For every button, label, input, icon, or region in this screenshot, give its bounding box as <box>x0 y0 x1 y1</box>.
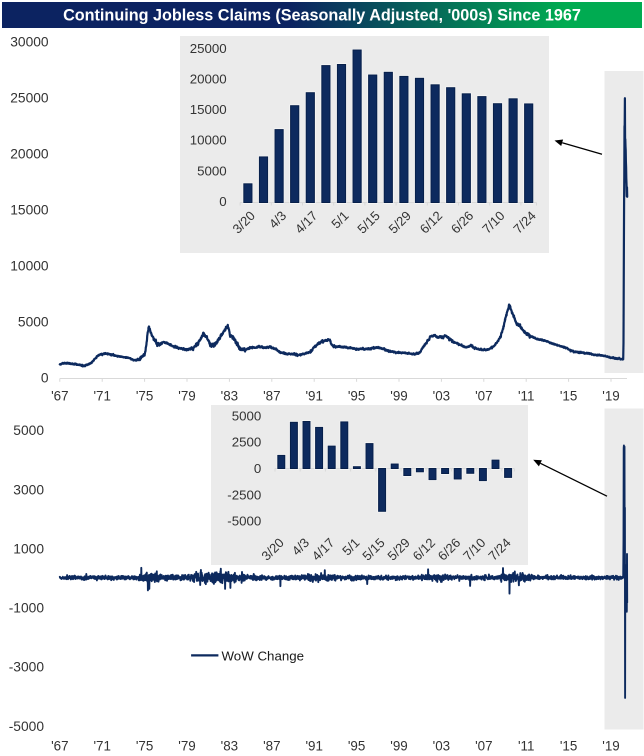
svg-text:'83: '83 <box>221 739 238 754</box>
svg-text:20000: 20000 <box>190 72 227 87</box>
svg-text:'95: '95 <box>348 739 365 754</box>
svg-text:'95: '95 <box>348 388 365 403</box>
svg-text:-3000: -3000 <box>9 660 45 675</box>
svg-text:2500: 2500 <box>232 435 262 450</box>
svg-text:5000: 5000 <box>18 315 49 330</box>
svg-text:30000: 30000 <box>10 35 49 50</box>
svg-text:'07: '07 <box>475 388 492 403</box>
svg-text:'15: '15 <box>560 739 577 754</box>
svg-text:'83: '83 <box>221 388 238 403</box>
svg-text:-1000: -1000 <box>9 601 45 616</box>
svg-text:25000: 25000 <box>190 41 227 56</box>
svg-text:-5000: -5000 <box>9 719 45 734</box>
svg-text:25000: 25000 <box>10 91 49 106</box>
svg-text:'91: '91 <box>305 739 322 754</box>
svg-text:-2500: -2500 <box>227 487 261 502</box>
svg-text:'19: '19 <box>602 388 619 403</box>
svg-text:'71: '71 <box>93 388 110 403</box>
svg-text:'03: '03 <box>433 739 450 754</box>
svg-text:'79: '79 <box>178 388 195 403</box>
svg-text:0: 0 <box>219 194 226 209</box>
svg-text:15000: 15000 <box>190 102 227 117</box>
svg-text:'87: '87 <box>263 388 280 403</box>
svg-text:'87: '87 <box>263 739 280 754</box>
svg-text:'99: '99 <box>390 388 407 403</box>
svg-text:'15: '15 <box>560 388 577 403</box>
svg-text:'91: '91 <box>305 388 322 403</box>
svg-text:1000: 1000 <box>13 541 44 556</box>
svg-text:'75: '75 <box>136 388 153 403</box>
svg-text:15000: 15000 <box>10 203 49 218</box>
svg-text:'67: '67 <box>51 388 68 403</box>
svg-text:'71: '71 <box>93 739 110 754</box>
svg-text:'99: '99 <box>390 739 407 754</box>
svg-text:'03: '03 <box>433 388 450 403</box>
svg-text:3000: 3000 <box>13 482 44 497</box>
svg-text:'67: '67 <box>51 739 68 754</box>
svg-text:'11: '11 <box>518 739 534 754</box>
svg-text:5000: 5000 <box>197 163 227 178</box>
svg-text:'11: '11 <box>518 388 534 403</box>
svg-text:10000: 10000 <box>190 133 227 148</box>
svg-text:20000: 20000 <box>10 147 49 162</box>
svg-text:0: 0 <box>41 371 49 386</box>
svg-text:5000: 5000 <box>232 408 262 423</box>
svg-text:'19: '19 <box>602 739 619 754</box>
svg-text:'07: '07 <box>475 739 492 754</box>
svg-text:-5000: -5000 <box>227 514 261 529</box>
svg-text:0: 0 <box>254 461 261 476</box>
svg-text:5000: 5000 <box>13 423 44 438</box>
svg-text:'79: '79 <box>178 739 195 754</box>
svg-text:WoW Change: WoW Change <box>222 648 305 663</box>
svg-text:'75: '75 <box>136 739 153 754</box>
svg-text:10000: 10000 <box>10 259 49 274</box>
svg-text:Continuing Jobless Claims (Sea: Continuing Jobless Claims (Seasonally Ad… <box>63 7 581 25</box>
